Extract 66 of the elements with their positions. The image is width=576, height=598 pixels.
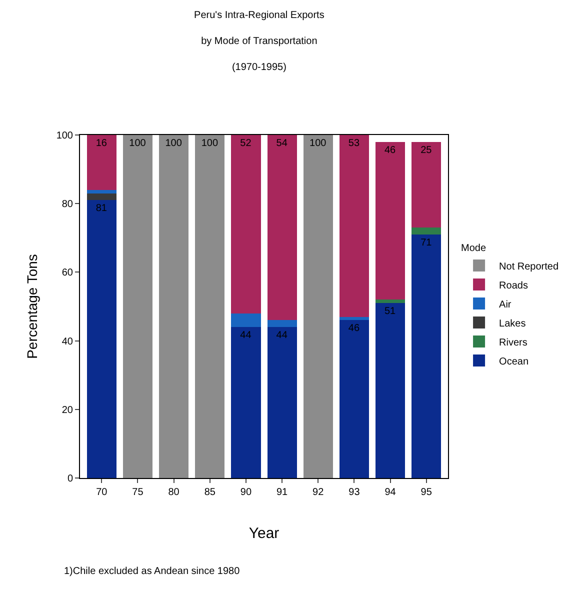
- data-label: 100: [310, 138, 327, 149]
- x-tick-label: 80: [168, 487, 180, 498]
- y-tick-label: 80: [62, 199, 74, 210]
- y-axis-title: Percentage Tons: [24, 254, 40, 359]
- bar: [339, 135, 369, 317]
- bar: [86, 193, 116, 200]
- chart-title: Peru's Intra-Regional Exports: [194, 10, 324, 21]
- data-label: 44: [240, 330, 252, 342]
- data-label: 52: [240, 138, 252, 149]
- bar: [231, 327, 261, 478]
- data-label: 16: [96, 138, 108, 149]
- y-tick-label: 100: [56, 130, 74, 142]
- x-tick-label: 95: [420, 487, 432, 498]
- legend-label: Ocean: [499, 356, 529, 368]
- bar: [412, 228, 442, 234]
- bar: [303, 135, 333, 478]
- bar: [159, 135, 189, 478]
- data-label: 44: [276, 330, 288, 342]
- x-tick-label: 90: [240, 487, 252, 498]
- data-label: 25: [420, 144, 432, 156]
- bar: [86, 135, 116, 190]
- bar: [375, 303, 406, 478]
- bar: [86, 190, 116, 194]
- bar: [267, 320, 297, 328]
- bar: [412, 142, 442, 228]
- x-tick-label: 94: [384, 487, 396, 498]
- bar: [231, 135, 261, 314]
- data-label: 46: [348, 323, 360, 334]
- data-label: 100: [129, 138, 146, 149]
- bar: [86, 200, 116, 478]
- data-label: 100: [201, 138, 218, 149]
- x-tick-label: 85: [204, 487, 216, 498]
- bar: [339, 320, 369, 478]
- x-axis-title: Year: [248, 525, 280, 542]
- legend-label: Roads: [499, 280, 528, 292]
- x-tick-label: 92: [312, 487, 324, 498]
- y-tick-label: 0: [67, 474, 74, 484]
- legend-label: Air: [499, 299, 512, 310]
- bar: [267, 135, 297, 320]
- bar: [375, 300, 406, 304]
- data-label: 53: [348, 138, 360, 149]
- x-tick-label: 91: [276, 487, 288, 498]
- data-label: 81: [96, 203, 108, 214]
- bar: [267, 327, 297, 478]
- data-label: 54: [276, 138, 288, 149]
- bar: [122, 135, 153, 478]
- legend-label: Rivers: [499, 337, 528, 348]
- data-label: 71: [420, 237, 432, 248]
- data-label: 51: [384, 306, 396, 318]
- bar: [195, 135, 225, 478]
- x-tick-label: 70: [96, 487, 108, 498]
- y-tick-label: 40: [62, 336, 74, 348]
- text: 1)Chile excluded as Andean since 1980: [64, 566, 240, 577]
- bar: [375, 142, 406, 300]
- y-tick-label: 60: [62, 268, 74, 279]
- bar: [231, 313, 261, 328]
- data-label: 100: [165, 138, 182, 149]
- y-tick-label: 20: [62, 404, 74, 416]
- data-label: 46: [384, 144, 396, 156]
- legend-label: Not Reported: [499, 261, 559, 272]
- text: by Mode of Transportation (1970-1995): [201, 36, 318, 73]
- x-tick-label: 93: [348, 487, 360, 498]
- legend-label: Lakes: [499, 318, 526, 330]
- legend-title: Mode: [461, 243, 486, 254]
- x-tick-label: 75: [132, 487, 144, 498]
- bar: [412, 234, 442, 478]
